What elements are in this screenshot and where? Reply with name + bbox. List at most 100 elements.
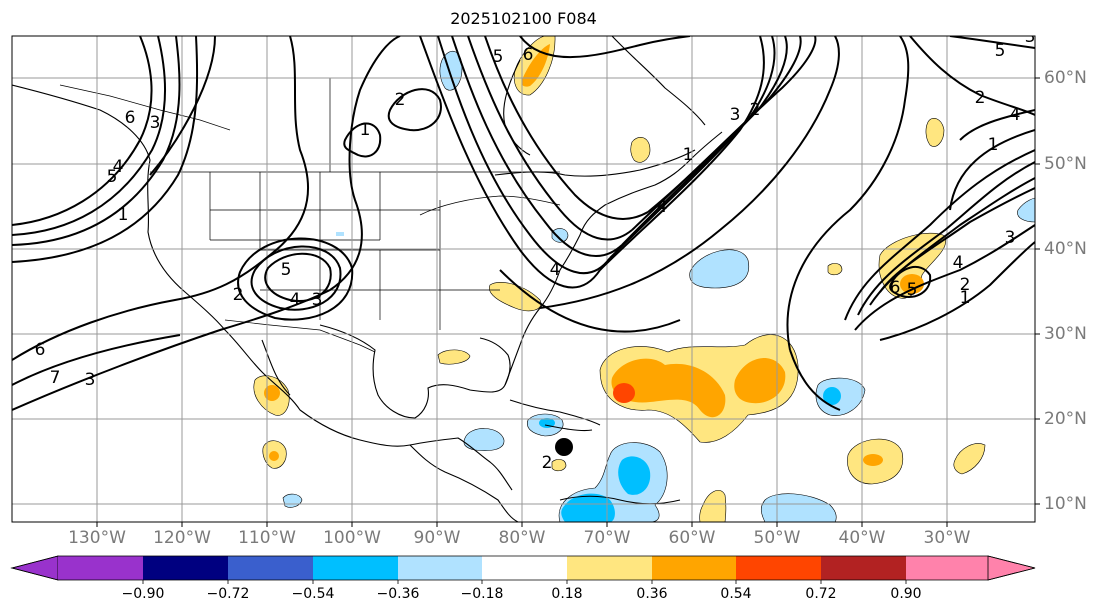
negative-anomaly-area bbox=[551, 228, 569, 243]
colorbar bbox=[10, 555, 1036, 584]
contour-label: 5 bbox=[907, 280, 918, 300]
negative-anomaly-area bbox=[463, 428, 505, 451]
contour-label: 2 bbox=[750, 100, 761, 120]
map-title: 2025102100 F084 bbox=[450, 9, 597, 28]
positive-anomaly-area bbox=[827, 263, 843, 276]
contour-label: 4 bbox=[290, 290, 301, 310]
contour-label: 3 bbox=[1005, 228, 1016, 248]
contour-label: 4 bbox=[953, 253, 964, 273]
colorbar-tick-label: −0.72 bbox=[206, 586, 250, 602]
negative-anomaly-area bbox=[1017, 197, 1035, 223]
contour-label: 1 bbox=[683, 145, 694, 165]
contour-label: 6 bbox=[35, 340, 46, 360]
colorbar-tick-label: −0.90 bbox=[121, 586, 165, 602]
contour-label: 1 bbox=[118, 205, 129, 225]
longitude-label: 40°W bbox=[838, 528, 886, 548]
contour-label: 6 bbox=[125, 108, 136, 128]
longitude-label: 70°W bbox=[583, 528, 631, 548]
contour-label: 6 bbox=[890, 278, 901, 298]
colorbar-outline bbox=[10, 555, 1036, 581]
contour-label: 4 bbox=[113, 157, 124, 177]
colorbar-bin bbox=[398, 556, 482, 580]
positive-anomaly-core bbox=[863, 454, 883, 466]
colorbar-high-extension bbox=[987, 555, 1036, 581]
country-borders bbox=[12, 77, 561, 353]
positive-anomaly-core bbox=[264, 385, 280, 401]
colorbar-tick-label: 0.54 bbox=[720, 586, 752, 602]
latitude-label: 20°N bbox=[1044, 409, 1087, 429]
colorbar-bin bbox=[821, 556, 906, 580]
longitude-label: 110°W bbox=[238, 528, 296, 548]
positive-anomaly-area bbox=[551, 459, 567, 472]
negative-anomaly-core bbox=[618, 456, 651, 495]
longitude-label: 60°W bbox=[668, 528, 716, 548]
positive-anomaly-core bbox=[900, 274, 924, 294]
contour-label: 2 bbox=[395, 90, 406, 110]
graticule bbox=[12, 36, 1035, 522]
contour-label: 3 bbox=[85, 370, 96, 390]
colorbar-low-extension bbox=[10, 555, 59, 581]
map-frame bbox=[11, 35, 1036, 523]
colorbar-bin bbox=[906, 556, 988, 580]
longitude-label: 100°W bbox=[323, 528, 381, 548]
positive-anomaly-area bbox=[953, 443, 986, 475]
colorbar-tick-label: −0.18 bbox=[460, 586, 504, 602]
contour-lines bbox=[12, 36, 1035, 411]
positive-anomaly-area bbox=[925, 117, 945, 147]
colorbar-tick-label: 0.36 bbox=[636, 586, 668, 602]
contour-label: 5 bbox=[493, 47, 504, 67]
positive-anomaly-core bbox=[734, 358, 786, 404]
longitude-label: 80°W bbox=[498, 528, 546, 548]
colorbar-bin bbox=[482, 556, 567, 580]
longitude-label: 30°W bbox=[923, 528, 971, 548]
colorbar-bin bbox=[736, 556, 821, 580]
colorbar-bin bbox=[228, 556, 313, 580]
positive-anomaly-area bbox=[630, 137, 651, 163]
positive-anomaly-area bbox=[437, 349, 471, 365]
contour-label: 4 bbox=[1010, 105, 1021, 125]
colorbar-tick-label: −0.54 bbox=[291, 586, 335, 602]
contour-label: 5 bbox=[281, 260, 292, 280]
latitude-label: 40°N bbox=[1044, 239, 1087, 259]
contour-label: 7 bbox=[50, 368, 61, 388]
contour-label: 1 bbox=[960, 288, 971, 308]
positive-anomaly-core bbox=[521, 44, 550, 87]
colorbar-tick-label: −0.36 bbox=[376, 586, 420, 602]
contour-label: 1 bbox=[360, 120, 371, 140]
longitude-label: 120°W bbox=[153, 528, 211, 548]
contour-label: 3 bbox=[312, 290, 323, 310]
colorbar-tick-label: 0.90 bbox=[890, 586, 922, 602]
negative-anomaly-area bbox=[689, 249, 750, 289]
axis-ticks bbox=[96, 77, 1040, 527]
positive-anomaly-core bbox=[269, 451, 279, 461]
negative-anomaly-area bbox=[760, 493, 837, 522]
colorbar-bin bbox=[313, 556, 398, 580]
positive-anomaly-area bbox=[699, 490, 727, 522]
contour-label: 5 bbox=[107, 167, 118, 187]
coastlines bbox=[12, 36, 723, 522]
colorbar-bin bbox=[58, 556, 143, 580]
contour-label: 6 bbox=[523, 45, 534, 65]
negative-anomaly-area bbox=[336, 232, 344, 236]
latitude-label: 60°N bbox=[1044, 68, 1087, 88]
contour-label: 3 bbox=[730, 105, 741, 125]
contour-labels: 6 3 5 4 1 2 3 4 5 6 7 3 2 1 5 6 4 3 2 1 … bbox=[35, 27, 1036, 473]
contour-label: 4 bbox=[550, 260, 561, 280]
contour-label: 2 bbox=[960, 275, 971, 295]
contour-label: 2 bbox=[975, 88, 986, 108]
negative-anomaly-core bbox=[561, 493, 615, 522]
positive-anomaly-core bbox=[611, 358, 726, 418]
colorbar-tick-label: 0.72 bbox=[805, 586, 837, 602]
contour-label: 3 bbox=[1025, 27, 1036, 47]
contour-label: 3 bbox=[150, 113, 161, 133]
anomaly-shading bbox=[253, 36, 1035, 522]
latitude-label: 50°N bbox=[1044, 154, 1087, 174]
colorbar-bin bbox=[143, 556, 228, 580]
contour-label: 4 bbox=[657, 197, 668, 217]
colorbar-bin bbox=[567, 556, 652, 580]
negative-anomaly-area bbox=[282, 493, 303, 508]
contour-label: 2 bbox=[542, 453, 553, 473]
positive-anomaly-area bbox=[489, 281, 542, 312]
contour-label: 5 bbox=[995, 41, 1006, 61]
